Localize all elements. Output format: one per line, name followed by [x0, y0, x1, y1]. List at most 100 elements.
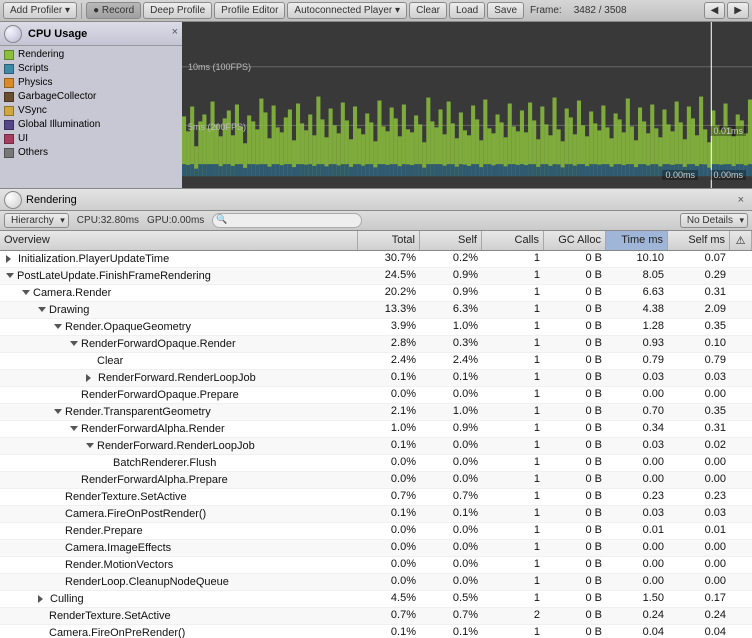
table-body[interactable]: Initialization.PlayerUpdateTime 30.7% 0.… [0, 251, 752, 638]
load-button[interactable]: Load [449, 2, 485, 19]
row-warning [730, 251, 752, 267]
table-row[interactable]: RenderForwardAlpha.Prepare 0.0% 0.0% 1 0… [0, 472, 752, 489]
table-row[interactable]: Drawing 13.3% 6.3% 1 0 B 4.38 2.09 [0, 302, 752, 319]
details-dropdown[interactable]: No Details [680, 213, 748, 228]
table-row[interactable]: RenderTexture.SetActive 0.7% 0.7% 1 0 B … [0, 489, 752, 506]
row-calls: 1 [482, 523, 544, 539]
row-selfms: 0.00 [668, 387, 730, 403]
row-warning [730, 608, 752, 624]
rendering-icon [4, 191, 22, 209]
row-self: 0.0% [420, 574, 482, 590]
search-input[interactable] [212, 213, 362, 228]
table-row[interactable]: RenderForwardOpaque.Render 2.8% 0.3% 1 0… [0, 336, 752, 353]
save-button[interactable]: Save [487, 2, 524, 19]
table-row[interactable]: Camera.Render 20.2% 0.9% 1 0 B 6.63 0.31 [0, 285, 752, 302]
table-row[interactable]: Culling 4.5% 0.5% 1 0 B 1.50 0.17 [0, 591, 752, 608]
row-warning [730, 557, 752, 573]
row-calls: 1 [482, 285, 544, 301]
col-total[interactable]: Total [358, 231, 420, 250]
legend-header[interactable]: CPU Usage [0, 22, 182, 46]
col-timems[interactable]: Time ms [606, 231, 668, 250]
row-total: 0.1% [358, 438, 420, 454]
col-gcalloc[interactable]: GC Alloc [544, 231, 606, 250]
row-name: Camera.FireOnPostRender() [0, 506, 358, 522]
table-row[interactable]: RenderTexture.SetActive 0.7% 0.7% 2 0 B … [0, 608, 752, 625]
table-row[interactable]: Camera.FireOnPostRender() 0.1% 0.1% 1 0 … [0, 506, 752, 523]
row-gcalloc: 0 B [544, 336, 606, 352]
table-row[interactable]: Render.OpaqueGeometry 3.9% 1.0% 1 0 B 1.… [0, 319, 752, 336]
close-icon[interactable]: × [172, 26, 178, 38]
row-calls: 1 [482, 455, 544, 471]
deep-profile-button[interactable]: Deep Profile [143, 2, 212, 19]
row-timems: 0.00 [606, 455, 668, 471]
legend-item[interactable]: GarbageCollector [4, 90, 178, 104]
row-self: 0.9% [420, 268, 482, 284]
frame-next-button[interactable]: ▶ [727, 2, 749, 19]
add-profiler-dropdown[interactable]: Add Profiler ▾ [3, 2, 77, 19]
row-calls: 1 [482, 625, 544, 638]
row-self: 0.1% [420, 506, 482, 522]
row-name: Render.MotionVectors [0, 557, 358, 573]
row-calls: 1 [482, 472, 544, 488]
col-selfms[interactable]: Self ms [668, 231, 730, 250]
table-row[interactable]: RenderForward.RenderLoopJob 0.1% 0.0% 1 … [0, 438, 752, 455]
clear-button[interactable]: Clear [409, 2, 447, 19]
row-selfms: 0.04 [668, 625, 730, 638]
row-selfms: 0.31 [668, 285, 730, 301]
table-row[interactable]: Render.MotionVectors 0.0% 0.0% 1 0 B 0.0… [0, 557, 752, 574]
col-warning-icon[interactable]: ⚠ [730, 231, 752, 250]
frame-prev-button[interactable]: ◀ [704, 2, 726, 19]
legend-item[interactable]: Others [4, 146, 178, 160]
close-icon[interactable]: × [738, 194, 744, 206]
table-row[interactable]: Render.TransparentGeometry 2.1% 1.0% 1 0… [0, 404, 752, 421]
row-name: Camera.ImageEffects [0, 540, 358, 556]
hierarchy-dropdown[interactable]: Hierarchy [4, 213, 69, 228]
legend-label: Rendering [18, 48, 64, 62]
legend-item[interactable]: Global Illumination [4, 118, 178, 132]
row-name: BatchRenderer.Flush [0, 455, 358, 471]
legend-item[interactable]: Scripts [4, 62, 178, 76]
row-gcalloc: 0 B [544, 489, 606, 505]
row-self: 0.0% [420, 387, 482, 403]
col-calls[interactable]: Calls [482, 231, 544, 250]
table-row[interactable]: Initialization.PlayerUpdateTime 30.7% 0.… [0, 251, 752, 268]
row-name: RenderTexture.SetActive [0, 489, 358, 505]
row-warning [730, 523, 752, 539]
row-self: 0.1% [420, 625, 482, 638]
row-timems: 0.03 [606, 370, 668, 386]
row-selfms: 0.24 [668, 608, 730, 624]
col-overview[interactable]: Overview [0, 231, 358, 250]
legend-item[interactable]: VSync [4, 104, 178, 118]
row-total: 0.1% [358, 506, 420, 522]
table-row[interactable]: Render.Prepare 0.0% 0.0% 1 0 B 0.01 0.01 [0, 523, 752, 540]
row-selfms: 0.03 [668, 506, 730, 522]
row-calls: 2 [482, 608, 544, 624]
row-self: 0.3% [420, 336, 482, 352]
table-row[interactable]: Clear 2.4% 2.4% 1 0 B 0.79 0.79 [0, 353, 752, 370]
table-row[interactable]: Camera.ImageEffects 0.0% 0.0% 1 0 B 0.00… [0, 540, 752, 557]
row-warning [730, 421, 752, 437]
row-selfms: 0.01 [668, 523, 730, 539]
table-row[interactable]: RenderForward.RenderLoopJob 0.1% 0.1% 1 … [0, 370, 752, 387]
legend-item[interactable]: Rendering [4, 48, 178, 62]
legend-label: Physics [18, 76, 52, 90]
table-row[interactable]: RenderForwardOpaque.Prepare 0.0% 0.0% 1 … [0, 387, 752, 404]
table-row[interactable]: PostLateUpdate.FinishFrameRendering 24.5… [0, 268, 752, 285]
table-row[interactable]: RenderForwardAlpha.Render 1.0% 0.9% 1 0 … [0, 421, 752, 438]
row-warning [730, 353, 752, 369]
table-row[interactable]: BatchRenderer.Flush 0.0% 0.0% 1 0 B 0.00… [0, 455, 752, 472]
profile-editor-button[interactable]: Profile Editor [214, 2, 285, 19]
row-total: 2.8% [358, 336, 420, 352]
col-self[interactable]: Self [420, 231, 482, 250]
legend-item[interactable]: Physics [4, 76, 178, 90]
player-dropdown[interactable]: Autoconnected Player ▾ [287, 2, 407, 19]
row-calls: 1 [482, 370, 544, 386]
row-gcalloc: 0 B [544, 353, 606, 369]
table-row[interactable]: RenderLoop.CleanupNodeQueue 0.0% 0.0% 1 … [0, 574, 752, 591]
row-timems: 0.00 [606, 472, 668, 488]
rendering-header[interactable]: Rendering × [0, 189, 752, 211]
record-button[interactable]: ● Record [86, 2, 141, 19]
table-row[interactable]: Camera.FireOnPreRender() 0.1% 0.1% 1 0 B… [0, 625, 752, 638]
chart-pane[interactable]: Selected: Update Lights 10ms (100FPS) 5m… [182, 22, 752, 188]
legend-item[interactable]: UI [4, 132, 178, 146]
